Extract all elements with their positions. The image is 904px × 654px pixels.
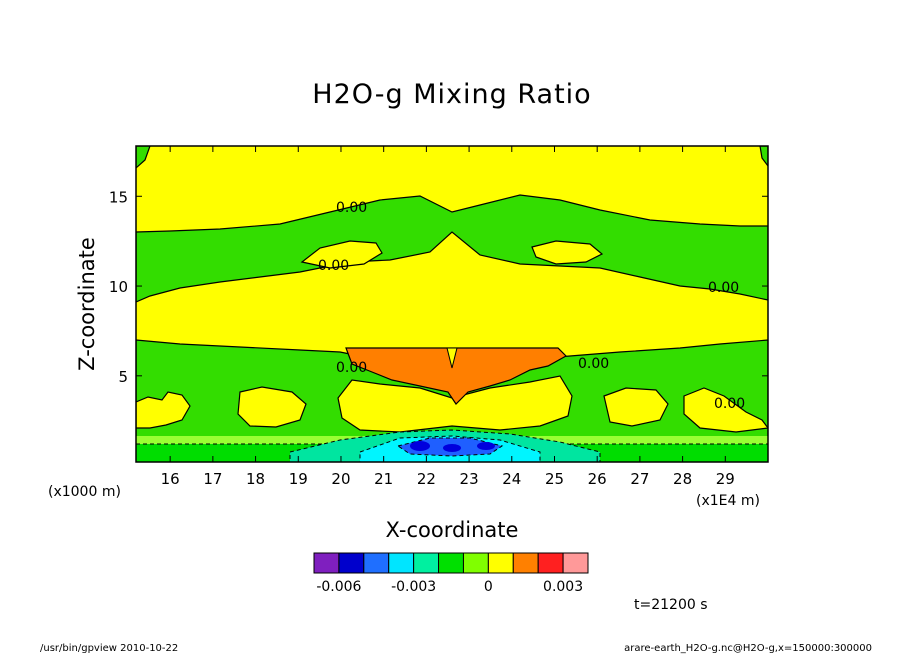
y-scale-note: (x1000 m) <box>48 484 121 500</box>
field-yellow-island-left <box>300 240 383 269</box>
plot-area: 0.00 0.00 0.00 0.00 0.00 0.00 <box>136 146 768 462</box>
x-tick-label-6: 22 <box>417 470 436 488</box>
colorbar-swatch-9 <box>537 552 564 574</box>
field-yellow-lobe-center <box>337 375 573 433</box>
contour-label-3: 0.00 <box>708 280 739 296</box>
footer-right: arare-earth_H2O-g.nc@H2O-g,x=150000:3000… <box>624 643 872 654</box>
x-tick-label-2: 18 <box>246 470 265 488</box>
contour-label-1: 0.00 <box>336 200 367 216</box>
colorbar-swatch-2 <box>363 552 390 574</box>
x-tick-label-4: 20 <box>331 470 350 488</box>
colorbar-swatch-4 <box>413 552 440 574</box>
colorbar: -0.006 -0.003 0 0.003 <box>313 552 589 595</box>
y-axis-label: Z-coordinate <box>75 237 99 371</box>
field-orange-notch <box>446 347 458 369</box>
x-tick-label-7: 23 <box>460 470 479 488</box>
y-tick-label-2: 15 <box>109 188 128 206</box>
y-axis: 5 10 15 <box>109 188 768 386</box>
colorbar-swatch-7 <box>487 552 514 574</box>
field-darkblue-spot-1 <box>410 441 430 451</box>
time-annotation: t=21200 s <box>634 597 708 613</box>
field-yellow-lobe-left2 <box>237 386 307 428</box>
field-yellow-lobe-right <box>683 387 768 433</box>
contour-label-2: 0.00 <box>318 258 349 274</box>
x-tick-label-3: 19 <box>289 470 308 488</box>
colorbar-swatch-5 <box>438 552 464 574</box>
x-tick-label-11: 27 <box>630 470 649 488</box>
x-tick-label-12: 28 <box>673 470 692 488</box>
field-yellow-lobe-left <box>136 391 191 429</box>
field-yellow-island-right <box>531 240 604 265</box>
colorbar-swatch-1 <box>338 552 365 574</box>
x-tick-label-8: 24 <box>502 470 521 488</box>
colorbar-label-3: 0.003 <box>543 579 583 595</box>
x-tick-label-5: 21 <box>374 470 393 488</box>
field-darkblue-spot-2 <box>443 444 461 452</box>
field-green-top-right <box>759 146 768 167</box>
y-tick-label-0: 5 <box>118 368 128 386</box>
contour-label-4: 0.00 <box>336 360 367 376</box>
contour-label-6: 0.00 <box>714 396 745 412</box>
colorbar-label-0: -0.006 <box>316 579 361 595</box>
y-tick-label-1: 10 <box>109 278 128 296</box>
x-tick-label-0: 16 <box>161 470 180 488</box>
footer-left: /usr/bin/gpview 2010-10-22 <box>40 643 178 654</box>
field-yellow-lobe-right2 <box>603 387 669 427</box>
field-orange-core <box>345 347 567 405</box>
x-tick-label-1: 17 <box>203 470 222 488</box>
colorbar-swatch-0 <box>313 552 340 574</box>
x-tick-label-10: 26 <box>588 470 607 488</box>
chart-title: H2O-g Mixing Ratio <box>312 79 591 110</box>
field-green-upper-band <box>136 194 768 303</box>
x-axis-label: X-coordinate <box>386 518 519 542</box>
x-tick-label-9: 25 <box>545 470 564 488</box>
colorbar-swatch-10 <box>562 552 589 574</box>
x-scale-note: (x1E4 m) <box>696 493 760 509</box>
contour-label-5: 0.00 <box>578 356 609 372</box>
field-darkblue-spot-3 <box>477 442 495 450</box>
colorbar-label-1: -0.003 <box>391 579 436 595</box>
plot-frame <box>135 145 769 463</box>
colorbar-swatch-6 <box>462 552 489 574</box>
colorbar-label-2: 0 <box>484 579 493 595</box>
colorbar-swatch-8 <box>512 552 539 574</box>
x-axis: 16 17 18 19 20 21 22 23 24 25 26 27 28 29 <box>161 146 735 488</box>
colorbar-swatch-3 <box>388 552 415 574</box>
x-tick-label-13: 29 <box>716 470 735 488</box>
field-green-top-left <box>136 146 151 169</box>
